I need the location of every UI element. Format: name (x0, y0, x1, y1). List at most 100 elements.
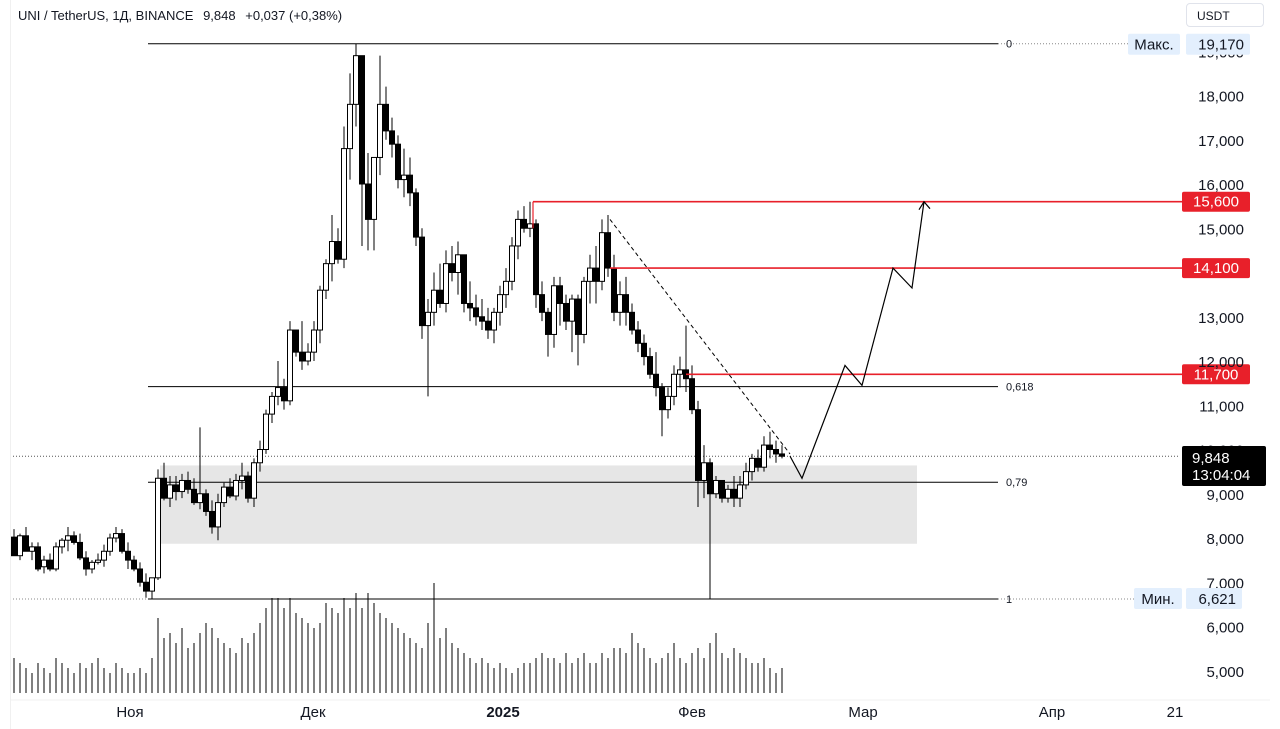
currency-button[interactable]: USDT (1186, 3, 1264, 27)
candle-body (713, 479, 719, 495)
candle-body (611, 267, 617, 313)
candle-body (761, 444, 767, 468)
candle-body (509, 245, 515, 282)
candle-body (35, 546, 41, 570)
candle-body (461, 254, 467, 304)
candle-body (641, 342, 647, 358)
candle-body (263, 413, 269, 451)
candle-body (515, 218, 521, 247)
candle-body (599, 232, 605, 282)
candle-body (305, 351, 311, 362)
candle-body (77, 541, 83, 559)
candle-body (287, 329, 293, 402)
candle-body (281, 387, 287, 402)
candle-body (83, 557, 89, 570)
price-tick-label: 5,000 (1206, 664, 1244, 681)
candle-body (95, 559, 101, 563)
candle-body (587, 267, 593, 282)
candle-body (269, 395, 275, 415)
price-axis-layer: 19,00018,00017,00016,00015,00013,00012,0… (1128, 33, 1266, 681)
candle-body (719, 479, 725, 499)
candle-body (575, 298, 581, 335)
price-tick-label: 7,000 (1206, 575, 1244, 592)
header-change: +0,037 (+0,38%) (245, 8, 343, 23)
candle-body (491, 311, 497, 331)
candle-body (767, 444, 773, 451)
candle-body (563, 302, 569, 322)
candle-body (167, 484, 173, 499)
header-price: 9,848 (203, 8, 236, 23)
candle-body (329, 241, 335, 265)
chart-header: UNI / TetherUS, 1Д, BINANCE 9,848 +0,037… (18, 8, 348, 23)
candle-body (215, 502, 221, 528)
symbol-title: UNI / TetherUS, 1Д, BINANCE (18, 8, 194, 23)
candle-body (671, 373, 677, 397)
time-tick-label: Фев (678, 704, 706, 721)
candle-body (197, 493, 203, 504)
candle-body (101, 550, 107, 561)
candle-body (161, 477, 167, 499)
candle-body (407, 174, 413, 194)
candle-body (725, 488, 731, 499)
candle-body (257, 449, 263, 464)
time-tick-label: 21 (1167, 704, 1184, 721)
candle-body (41, 559, 47, 568)
candle-body (743, 471, 749, 486)
price-tick-label: 11,000 (1199, 398, 1244, 415)
candle-body (47, 559, 53, 570)
resistance-label-bg (1182, 258, 1250, 279)
candle-body (677, 369, 683, 375)
fib-label: 1 (1006, 594, 1012, 606)
resistance-label-bg (1182, 364, 1250, 385)
candle-body (401, 174, 407, 181)
candle-body (65, 535, 71, 541)
candle-body (377, 103, 383, 158)
price-tick-label: 9,000 (1206, 487, 1244, 504)
candle-body (341, 148, 347, 260)
candle-body (551, 285, 557, 335)
candle-body (629, 311, 635, 331)
price-tick-label: 15,000 (1198, 221, 1244, 238)
candle-body (317, 289, 323, 331)
candle-body (413, 192, 419, 238)
candle-body (155, 477, 161, 579)
candle-body (659, 387, 665, 411)
candle-body (497, 294, 503, 313)
candle-body (323, 263, 329, 291)
fib-label: 0 (1006, 39, 1012, 51)
candle-body (581, 280, 587, 335)
candle-body (533, 223, 539, 296)
candle-body (593, 267, 599, 282)
candle-body (275, 387, 281, 397)
demand-zone (160, 465, 917, 544)
candle-body (53, 546, 59, 570)
volume-bars-layer (13, 583, 783, 693)
candle-body (293, 329, 299, 353)
candle-body (17, 535, 23, 557)
time-tick-label: Ноя (116, 704, 143, 721)
price-tick-label: 8,000 (1206, 531, 1244, 548)
candle-body (665, 395, 671, 411)
candle-countdown: 13:04:04 (1192, 467, 1250, 484)
candle-body (59, 539, 65, 548)
downtrend-line (609, 219, 791, 455)
candle-body (473, 307, 479, 318)
candle-body (239, 475, 245, 481)
candle-body (221, 486, 227, 504)
candle-body (365, 183, 371, 220)
resistance-label: 14,100 (1193, 260, 1239, 277)
candle-body (131, 559, 137, 570)
candle-body (773, 449, 779, 455)
candle-body (227, 486, 233, 497)
candle-body (245, 475, 251, 499)
time-tick-label: 2025 (486, 704, 519, 721)
candle-body (623, 294, 629, 313)
candle-body (635, 329, 641, 344)
candle-body (359, 55, 365, 185)
min-label-bg (1134, 588, 1182, 610)
max-label-bg (1128, 33, 1180, 55)
price-tick-label: 18,000 (1198, 89, 1244, 106)
fib-label: 0,618 (1006, 382, 1034, 394)
price-tick-label: 16,000 (1198, 177, 1244, 194)
